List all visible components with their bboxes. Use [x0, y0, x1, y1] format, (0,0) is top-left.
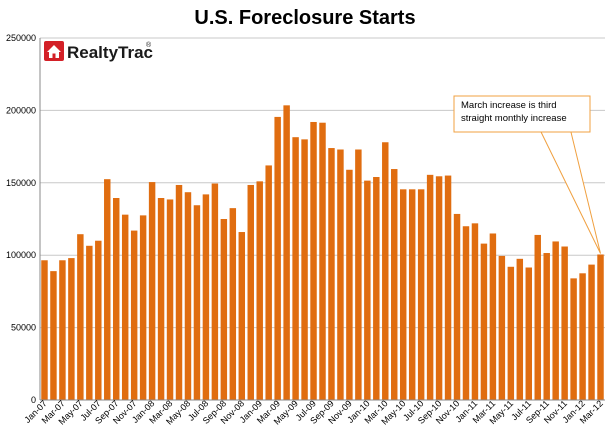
bar-Jun-07 — [86, 245, 93, 400]
bar-Jan-12 — [579, 273, 586, 400]
bar-May-11 — [507, 266, 515, 400]
bar-Aug-11 — [534, 234, 541, 400]
bar-Mar-07 — [59, 260, 66, 400]
y-tick-label: 250000 — [6, 33, 36, 43]
chart-title: U.S. Foreclosure Starts — [194, 7, 415, 29]
bar-Mar-09 — [274, 116, 281, 400]
house-icon-shape — [47, 45, 61, 58]
bar-Jan-07 — [41, 260, 48, 400]
bar-Feb-11 — [480, 243, 488, 400]
bar-Feb-09 — [265, 165, 272, 400]
bar-Aug-07 — [104, 179, 111, 400]
bar-Dec-11 — [570, 278, 577, 400]
bar-Aug-08 — [211, 183, 219, 400]
bar-Feb-07 — [50, 271, 57, 400]
bar-Sep-11 — [543, 253, 550, 400]
bar-Oct-11 — [552, 241, 559, 400]
annotation-callout: March increase is third straight monthly… — [453, 95, 602, 254]
bar-Nov-07 — [130, 230, 138, 400]
bars — [41, 105, 604, 401]
bar-Jan-08 — [148, 182, 156, 400]
bar-Oct-09 — [337, 149, 344, 400]
bar-Jun-09 — [301, 139, 308, 401]
bar-Mar-10 — [382, 142, 389, 401]
bar-Mar-11 — [489, 233, 497, 400]
bar-Apr-08 — [175, 184, 183, 400]
bar-Apr-10 — [391, 169, 398, 400]
bar-Jul-09 — [310, 121, 317, 400]
bar-Sep-08 — [220, 219, 228, 400]
realtytrac-logo: RealtyTrac ® — [44, 41, 153, 62]
bar-Mar-12 — [597, 254, 604, 400]
bar-Nov-11 — [561, 246, 568, 400]
bar-Apr-09 — [283, 105, 290, 400]
bar-Apr-07 — [68, 258, 75, 400]
bar-Dec-08 — [247, 184, 254, 400]
bar-May-10 — [399, 189, 407, 400]
callout-line-1: March increase is third — [461, 100, 557, 111]
house-icon-door — [52, 53, 56, 58]
bar-Feb-12 — [588, 264, 595, 400]
y-tick-label: 0 — [31, 395, 36, 405]
bar-Mar-08 — [166, 199, 174, 400]
bar-Sep-07 — [113, 198, 120, 400]
bar-Jul-11 — [525, 267, 532, 400]
bar-Jun-11 — [516, 258, 524, 400]
bar-Jun-08 — [193, 205, 201, 400]
bar-Jun-10 — [408, 189, 416, 400]
callout-box — [453, 95, 591, 133]
bar-Sep-10 — [435, 176, 443, 400]
bar-Oct-10 — [444, 175, 452, 400]
logo-text: RealtyTrac — [67, 43, 153, 62]
bar-May-07 — [77, 234, 84, 400]
bar-Oct-08 — [229, 208, 237, 400]
bar-Jan-09 — [256, 181, 263, 400]
bar-Jan-10 — [364, 180, 371, 400]
bar-Jul-08 — [202, 194, 210, 400]
y-tick-label: 100000 — [6, 250, 36, 260]
bar-Sep-09 — [328, 148, 335, 400]
bar-Feb-10 — [373, 177, 380, 400]
bar-Dec-09 — [355, 149, 362, 400]
bar-May-09 — [292, 137, 299, 401]
bar-May-08 — [184, 192, 192, 400]
bar-Jul-10 — [417, 189, 425, 400]
y-tick-label: 150000 — [6, 178, 36, 188]
bar-Aug-09 — [319, 122, 326, 400]
callout-line-2: straight monthly increase — [461, 113, 567, 124]
bar-Dec-10 — [462, 226, 470, 400]
bar-Jan-11 — [471, 223, 479, 400]
axes — [39, 38, 605, 401]
y-tick-label: 200000 — [6, 105, 36, 115]
bar-Feb-08 — [157, 198, 165, 400]
y-tick-labels: 0 50000 100000 150000 200000 250000 — [6, 33, 36, 405]
bar-Jul-07 — [95, 240, 102, 400]
bar-Oct-07 — [121, 214, 129, 400]
bar-Dec-07 — [139, 215, 147, 400]
bar-Apr-11 — [498, 255, 506, 400]
bar-Nov-10 — [453, 213, 461, 400]
bar-Nov-09 — [346, 169, 353, 400]
logo-registered-mark: ® — [146, 41, 152, 49]
bar-Nov-08 — [238, 232, 246, 400]
bar-Aug-10 — [426, 174, 434, 400]
y-tick-label: 50000 — [11, 323, 36, 333]
